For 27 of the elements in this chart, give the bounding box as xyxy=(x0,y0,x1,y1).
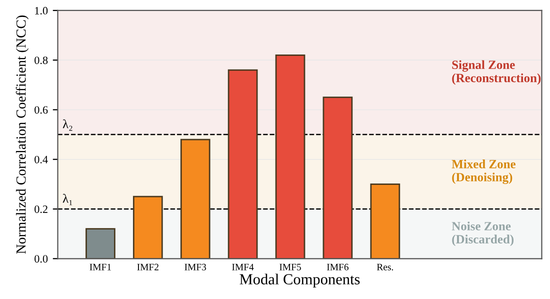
x-tick-label: IMF4 xyxy=(232,264,254,270)
bar xyxy=(322,96,353,259)
y-tick-label: 0.6 xyxy=(34,106,48,114)
bar xyxy=(370,183,400,259)
y-tick-label: 0.4 xyxy=(34,156,48,164)
x-tick-label: IMF2 xyxy=(137,264,158,270)
band-label: Mixed Zone (Denoising) xyxy=(452,160,516,184)
bar xyxy=(132,196,163,259)
band-label: Signal Zone (Reconstruction) xyxy=(452,60,541,85)
y-tick-label: 0.8 xyxy=(34,56,48,64)
x-tick-label: IMF1 xyxy=(90,264,111,270)
y-tick-label: 0.2 xyxy=(34,205,48,214)
x-tick-label: IMF3 xyxy=(184,264,206,270)
bar xyxy=(86,228,116,259)
y-tick-label: 1.0 xyxy=(35,6,48,14)
bar xyxy=(275,54,306,259)
y-axis-title: Normalized Correlation Coefficient (NCC) xyxy=(16,16,29,254)
bar xyxy=(180,138,210,259)
ref-line-label: λ₂ xyxy=(62,119,72,131)
y-tick-label: 0.0 xyxy=(34,255,48,263)
x-tick-label: Res. xyxy=(376,264,394,270)
bar xyxy=(228,69,258,259)
ref-line-label: λ₁ xyxy=(62,194,72,206)
x-tick-label: IMF6 xyxy=(326,264,348,270)
x-axis-title: Modal Components xyxy=(240,274,360,288)
band-label: Noise Zone (Discarded) xyxy=(452,222,514,246)
x-tick-label: IMF5 xyxy=(280,264,301,270)
